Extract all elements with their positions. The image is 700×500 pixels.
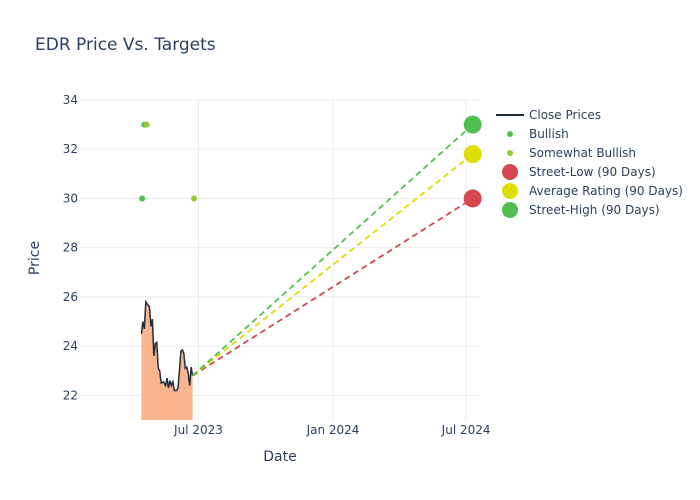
y-tick-label: 32 <box>63 142 78 156</box>
y-axis-title: Price <box>27 241 43 275</box>
y-tick-label: 28 <box>63 241 78 255</box>
legend-swatch-average-rating-days <box>502 183 518 199</box>
rating-point-bullish <box>139 195 146 202</box>
x-tick-label: Jan 2024 <box>306 423 360 437</box>
legend-swatch-bullish <box>507 131 513 137</box>
x-tick-label: Jul 2024 <box>441 423 491 437</box>
legend-swatch-somewhat-bullish <box>507 150 513 156</box>
close-price-line <box>140 299 194 392</box>
legend-label-average-rating-days: Average Rating (90 Days) <box>529 184 683 198</box>
legend-swatch-street-low-days <box>502 164 518 180</box>
y-tick-label: 34 <box>63 93 78 107</box>
legend-label-street-low-days: Street-Low (90 Days) <box>529 165 656 179</box>
legend-label-bullish: Bullish <box>529 127 569 141</box>
target-line-street-high-days- <box>192 123 474 377</box>
y-axis-ticks: 22 24 26 28 30 32 34 <box>63 93 78 402</box>
rating-point-somewhat-bullish <box>143 121 150 128</box>
y-tick-label: 30 <box>63 191 78 205</box>
legend: Close Prices Bullish Somewhat Bullish Stree… <box>496 108 683 218</box>
target-marker-street-low-days- <box>463 189 482 208</box>
plot-area <box>139 115 482 420</box>
close-price-area <box>141 301 193 420</box>
x-axis-ticks: Jul 2023 Jan 2024 Jul 2024 <box>173 423 490 437</box>
legend-label-close-prices: Close Prices <box>529 108 601 122</box>
y-tick-label: 24 <box>63 339 78 353</box>
gridlines <box>80 99 480 420</box>
y-tick-label: 26 <box>63 290 78 304</box>
plot-inner <box>140 123 474 420</box>
x-axis-title: Date <box>263 449 296 465</box>
legend-label-somewhat-bullish: Somewhat Bullish <box>529 146 636 160</box>
target-marker-average-rating-days- <box>463 145 482 164</box>
x-tick-label: Jul 2023 <box>173 423 223 437</box>
legend-label-street-high-days: Street-High (90 Days) <box>529 203 660 217</box>
target-line-street-low-days- <box>192 197 474 377</box>
chart-title: EDR Price Vs. Targets <box>35 35 216 55</box>
target-marker-street-high-days- <box>463 115 482 134</box>
y-tick-label: 22 <box>63 388 78 402</box>
rating-point-somewhat-bullish <box>191 195 198 202</box>
legend-swatch-street-high-days <box>502 202 518 218</box>
